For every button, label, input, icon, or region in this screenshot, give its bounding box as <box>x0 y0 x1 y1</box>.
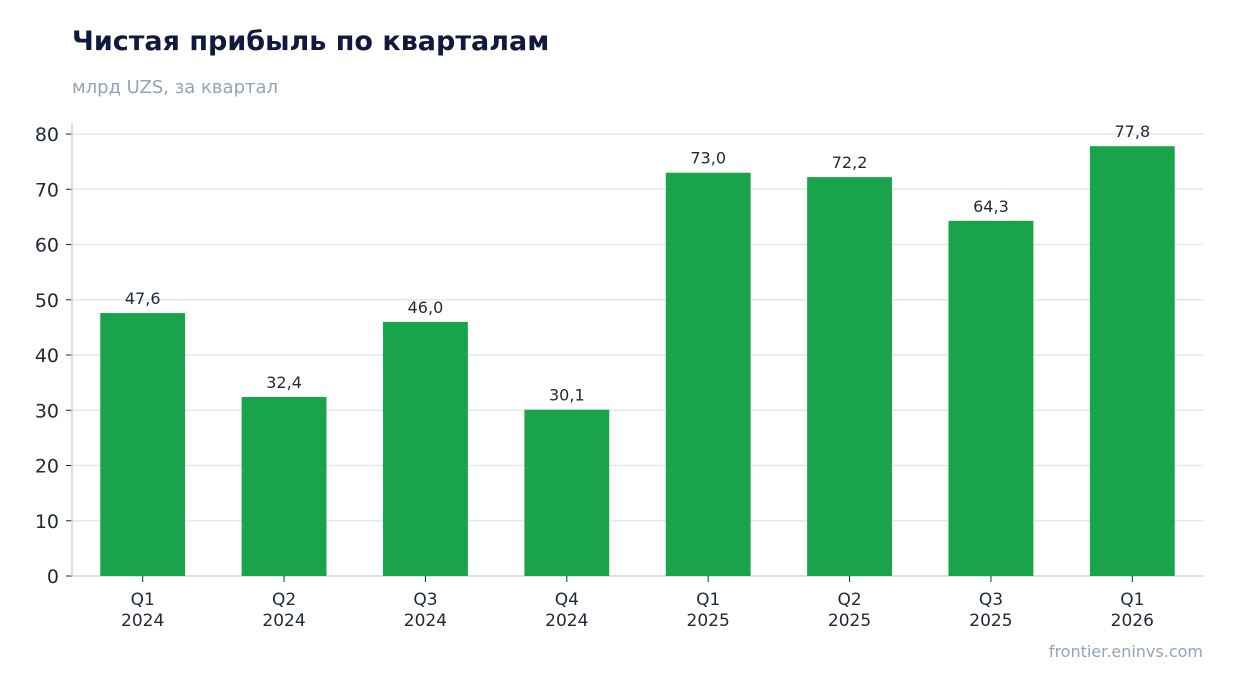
y-tick-label: 60 <box>35 235 59 257</box>
x-tick-label: 2025 <box>687 611 730 631</box>
bar <box>807 177 892 576</box>
y-tick-label: 20 <box>35 456 59 478</box>
y-tick-label: 40 <box>35 345 59 367</box>
data-label: 47,6 <box>125 289 161 308</box>
data-label: 30,1 <box>549 386 585 405</box>
x-tick-label: 2025 <box>969 611 1012 631</box>
data-label: 77,8 <box>1115 122 1151 141</box>
source-note: frontier.eninvs.com <box>1048 642 1203 661</box>
y-tick-label: 80 <box>35 124 59 146</box>
bar <box>524 409 610 576</box>
x-tick-label: 2024 <box>545 611 588 631</box>
bar <box>1089 146 1175 576</box>
bar <box>665 172 751 576</box>
data-label: 64,3 <box>973 197 1009 216</box>
data-label: 73,0 <box>690 149 726 168</box>
x-tick-label: 2024 <box>262 611 305 631</box>
x-tick-label: Q1 <box>131 590 155 610</box>
bar <box>383 321 468 576</box>
chart-subtitle: млрд UZS, за квартал <box>72 77 279 98</box>
y-tick-label: 50 <box>35 290 59 312</box>
y-tick-label: 0 <box>47 566 59 588</box>
y-tick-label: 10 <box>35 511 59 533</box>
chart-title: Чистая прибыль по кварталам <box>72 26 550 57</box>
x-tick-label: Q3 <box>979 590 1003 610</box>
value-labels: 47,6 32,4 46,0 30,1 73,0 72,2 64,3 77,8 <box>125 122 1150 405</box>
data-label: 32,4 <box>266 373 302 392</box>
data-label: 46,0 <box>408 298 444 317</box>
x-tick-label: Q1 <box>1120 590 1144 610</box>
bar <box>241 397 327 576</box>
x-tick-label: Q2 <box>272 590 296 610</box>
x-tick-label: Q1 <box>696 590 720 610</box>
x-tick-label: 2024 <box>121 611 164 631</box>
y-tick-label: 30 <box>35 400 59 422</box>
x-tick-label: Q2 <box>837 590 861 610</box>
x-tick-label: Q3 <box>413 590 437 610</box>
x-tick-label: 2026 <box>1111 611 1154 631</box>
bars <box>100 146 1175 576</box>
x-tick-label: 2024 <box>404 611 447 631</box>
bar <box>948 220 1034 576</box>
x-tick-label: Q4 <box>555 590 579 610</box>
bar <box>100 313 186 576</box>
data-label: 72,2 <box>832 153 868 172</box>
x-tick-label: 2025 <box>828 611 871 631</box>
y-tick-label: 70 <box>35 179 59 201</box>
